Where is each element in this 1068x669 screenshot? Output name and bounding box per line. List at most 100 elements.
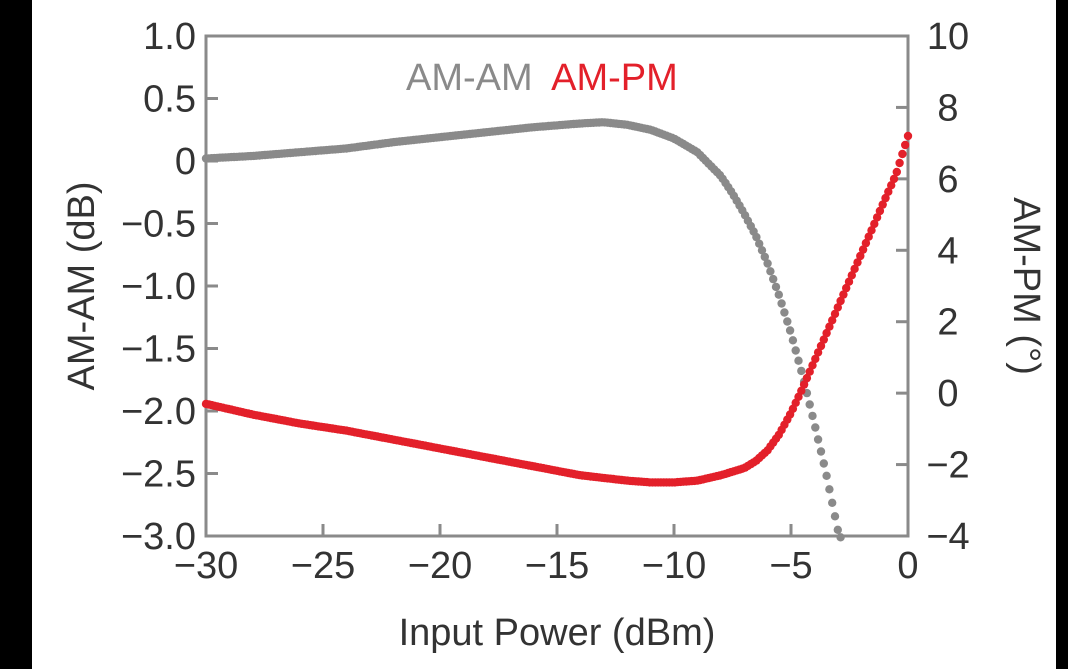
am-pm-point (850, 264, 859, 274)
legend-am-am: AM-AM (406, 57, 533, 99)
y-axis-title: AM-AM (dB) (61, 182, 103, 391)
am-pm-point (847, 271, 856, 280)
am-pm-point (811, 354, 820, 364)
am-pm-point (802, 373, 812, 383)
am-pm-point (833, 303, 842, 312)
am-pm-point (903, 131, 913, 141)
x-axis-title: Input Power (dBm) (399, 612, 716, 654)
am-am-point (752, 232, 761, 242)
y-tick-label: −2.0 (121, 391, 196, 433)
y-tick-label: 0 (175, 141, 196, 183)
y2-tick-label: 6 (937, 159, 958, 201)
chart-svg: −30 −25 −20 −15 −10 −5 01.00.50−0.5−1.0−1.5−2.… (61, 16, 1047, 654)
axis-ticks (204, 34, 910, 538)
am-pm-point (858, 245, 868, 254)
am-pm-point (872, 213, 882, 222)
am-pm-point (828, 316, 837, 325)
am-pm-point (808, 361, 817, 370)
am-am-point (794, 356, 803, 365)
y-tick-label: −1.5 (121, 329, 196, 371)
am-am-point (833, 525, 842, 534)
plot-frame (204, 34, 910, 538)
am-am-point (825, 485, 834, 494)
legend-am-pm: AM-PM (551, 57, 678, 99)
am-pm-point (842, 283, 851, 293)
am-am-point (769, 274, 778, 284)
am-am-point (757, 246, 767, 255)
chart-canvas: −30 −25 −20 −15 −10 −5 0 1.0 0.5 0 −0.5 −1.0 −1.5 −2.… (32, 0, 1056, 669)
am-pm-point (805, 367, 814, 376)
am-am-point (774, 290, 783, 299)
am-pm-point (870, 219, 879, 229)
am-am-point (816, 447, 826, 456)
am-am-point (813, 435, 823, 444)
am-am-point (766, 267, 775, 276)
am-am-point (811, 423, 820, 432)
am-am-point (783, 317, 792, 326)
am-am-point (771, 282, 781, 292)
am-pm-point (822, 328, 831, 338)
am-am-point (819, 459, 828, 468)
tick-labels: −30 −25 −20 −15 −10 −5 01.00.50−0.5−1.0−1.5−2.… (121, 16, 970, 587)
x-tick-label: −5 (769, 545, 812, 587)
y2-tick-label: −2 (926, 445, 969, 487)
am-pm-point (889, 174, 899, 184)
y-tick-label: −0.5 (121, 204, 196, 246)
x-tick-label: −20 (408, 545, 472, 587)
am-pm-point (892, 167, 901, 177)
am-pm-point (839, 290, 848, 299)
y2-tick-label: 10 (927, 16, 969, 58)
x-tick-label: −30 (174, 545, 238, 587)
am-am-point (828, 498, 837, 507)
am-pm-point (853, 258, 862, 267)
x-tick-label: −10 (642, 545, 706, 587)
am-am-point (791, 346, 800, 355)
y2-tick-label: 8 (937, 87, 958, 129)
am-pm-point (836, 296, 845, 306)
am-pm-point (887, 181, 896, 190)
am-pm-point (813, 348, 823, 357)
am-am-point (822, 471, 831, 480)
am-pm-point (898, 149, 907, 159)
am-pm-point (861, 238, 871, 248)
y2-tick-label: 2 (937, 302, 958, 344)
y2-tick-label: 0 (937, 373, 958, 415)
am-pm-point (901, 140, 910, 150)
y2-tick-label: 4 (937, 230, 958, 272)
am-am-point (785, 326, 795, 335)
am-am-point (763, 259, 772, 268)
y-tick-label: −1.0 (121, 266, 196, 308)
am-pm-point (895, 158, 904, 168)
y2-axis-title: AM-PM (°) (1005, 197, 1047, 375)
am-pm-point (884, 187, 893, 196)
am-am-point (830, 512, 840, 521)
x-tick-label: 0 (897, 545, 918, 587)
am-am-point (777, 299, 786, 308)
y-tick-label: 0.5 (143, 79, 196, 121)
am-pm-point (825, 322, 834, 331)
am-am-point (805, 400, 814, 409)
am-pm-point (799, 380, 809, 389)
am-am-point (797, 366, 806, 376)
y-tick-label: 1.0 (143, 16, 196, 58)
am-pm-point (856, 251, 865, 261)
y2-tick-label: −4 (926, 516, 969, 558)
am-pm-point (875, 206, 885, 216)
am-am-point (760, 252, 769, 262)
am-pm-point (881, 193, 890, 203)
am-am-point (808, 411, 817, 421)
am-am-point (836, 533, 845, 542)
y-tick-label: −3.0 (121, 516, 196, 558)
legend: AM-AM AM-PM (406, 57, 678, 99)
x-tick-label: −15 (525, 545, 589, 587)
y-tick-label: −2.5 (121, 454, 196, 496)
am-am-point (780, 308, 789, 317)
am-pm-point (819, 335, 828, 344)
am-am-point (755, 239, 764, 248)
am-pm-point (867, 226, 876, 235)
am-pm-point (844, 277, 854, 286)
x-tick-label: −25 (291, 545, 355, 587)
am-pm-point (816, 341, 826, 351)
am-pm-point (830, 309, 840, 319)
am-pm-point (878, 200, 887, 209)
